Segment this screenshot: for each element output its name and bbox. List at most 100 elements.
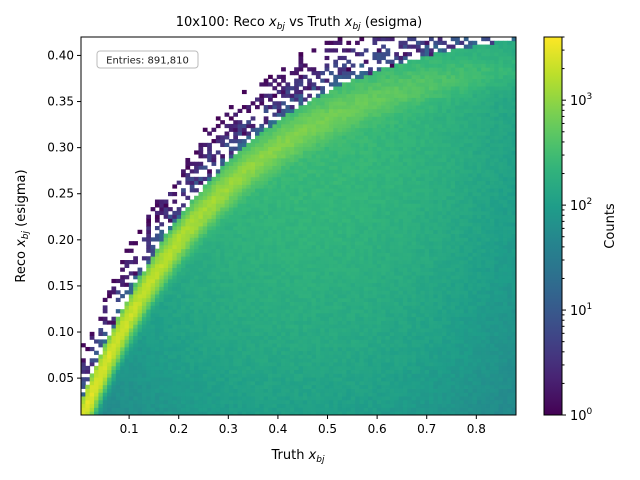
heatmap-cell (342, 290, 347, 295)
heatmap-cell (228, 358, 234, 363)
heatmap-cell (381, 324, 386, 329)
heatmap-cell (268, 301, 273, 306)
heatmap-cell (402, 411, 408, 416)
heatmap-cell (381, 365, 386, 371)
heatmap-cell (368, 331, 373, 337)
heatmap-cell (437, 346, 443, 352)
heatmap-cell (307, 320, 312, 325)
heatmap-cell (202, 218, 208, 223)
heatmap-cell (263, 237, 269, 242)
heatmap-cell (237, 305, 243, 310)
heatmap-cell (355, 316, 360, 321)
heatmap-cell (302, 222, 308, 227)
heatmap-cell (311, 316, 317, 321)
heatmap-cell (346, 260, 352, 265)
heatmap-cell (468, 407, 473, 412)
heatmap-cell (433, 260, 439, 265)
heatmap-cell (450, 294, 456, 299)
heatmap-cell (168, 396, 173, 401)
heatmap-cell (498, 229, 504, 234)
heatmap-cell (120, 407, 125, 412)
heatmap-cell (502, 282, 508, 287)
heatmap-cell (385, 282, 391, 287)
heatmap-cell (241, 316, 247, 321)
heatmap-cell (355, 248, 360, 253)
heatmap-cell (133, 260, 138, 265)
heatmap-cell (102, 331, 108, 337)
heatmap-cell (359, 403, 365, 408)
heatmap-cell (185, 305, 191, 310)
heatmap-cell (494, 267, 499, 272)
heatmap-cell (311, 403, 317, 408)
heatmap-cell (315, 267, 321, 272)
heatmap-cell (311, 384, 317, 389)
heatmap-cell (315, 237, 321, 242)
heatmap-cell (220, 407, 225, 412)
heatmap-cell (94, 373, 99, 378)
heatmap-cell (211, 373, 217, 378)
heatmap-cell (489, 396, 495, 401)
heatmap-cell (181, 278, 186, 284)
heatmap-cell (172, 309, 178, 314)
heatmap-cell (98, 388, 104, 393)
heatmap-cell (481, 399, 486, 405)
heatmap-cell (168, 384, 173, 389)
heatmap-cell (259, 275, 265, 280)
heatmap-cell (472, 210, 478, 216)
heatmap-cell (241, 369, 247, 374)
heatmap-cell (207, 350, 212, 355)
heatmap-cell (328, 354, 334, 359)
heatmap-cell (224, 237, 230, 242)
heatmap-cell (407, 331, 412, 337)
heatmap-cell (189, 365, 195, 371)
heatmap-cell (141, 407, 147, 412)
heatmap-cell (476, 324, 482, 329)
heatmap-cell (359, 392, 365, 397)
heatmap-cell (163, 271, 169, 276)
heatmap-cell (355, 294, 360, 299)
heatmap-cell (307, 354, 312, 359)
heatmap-cell (394, 407, 399, 412)
heatmap-cell (128, 297, 134, 302)
heatmap-cell (150, 388, 156, 393)
heatmap-cell (429, 263, 434, 268)
heatmap-cell (463, 362, 469, 367)
heatmap-cell (342, 275, 347, 280)
heatmap-cell (415, 343, 421, 348)
heatmap-cell (168, 335, 173, 340)
heatmap-cell (420, 252, 426, 257)
heatmap-cell (320, 354, 325, 359)
heatmap-cell (446, 282, 452, 287)
heatmap-cell (224, 411, 230, 416)
heatmap-cell (315, 335, 321, 340)
heatmap-cell (511, 339, 517, 344)
heatmap-cell (324, 411, 330, 416)
heatmap-cell (507, 354, 513, 359)
heatmap-cell (359, 229, 365, 234)
heatmap-cell (176, 233, 182, 238)
heatmap-cell (207, 297, 212, 302)
heatmap-cell (150, 328, 156, 333)
heatmap-cell (207, 388, 212, 393)
heatmap-cell (429, 309, 434, 314)
heatmap-cell (233, 237, 238, 242)
heatmap-cell (481, 226, 486, 231)
heatmap-cell (198, 294, 204, 299)
heatmap-cell (472, 226, 478, 231)
heatmap-cell (433, 210, 439, 216)
heatmap-cell (442, 316, 447, 321)
heatmap-cell (498, 294, 504, 299)
heatmap-cell (511, 218, 517, 223)
heatmap-cell (376, 403, 382, 408)
heatmap-cell (237, 324, 243, 329)
heatmap-cell (394, 226, 399, 231)
heatmap-cell (302, 214, 308, 219)
heatmap-cell (485, 335, 491, 340)
heatmap-cell (294, 260, 299, 265)
heatmap-cell (363, 328, 369, 333)
heatmap-cell (115, 290, 121, 295)
heatmap-cell (298, 343, 304, 348)
heatmap-cell (507, 237, 513, 242)
heatmap-cell (211, 369, 217, 374)
heatmap-cell (263, 282, 269, 287)
